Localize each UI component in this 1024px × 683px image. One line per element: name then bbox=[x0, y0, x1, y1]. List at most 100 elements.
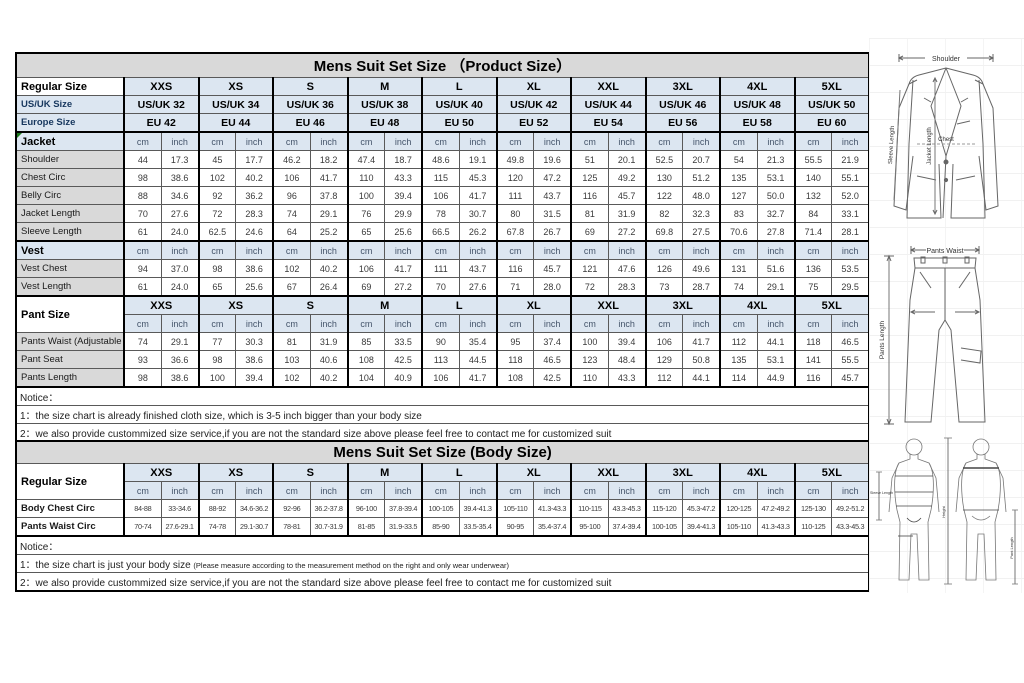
data-cell: 67.8 bbox=[495, 222, 535, 242]
data-cell: 45.3-47.2 bbox=[682, 499, 721, 518]
shoulder-label: Shoulder bbox=[932, 56, 961, 63]
data-cell: 81 bbox=[271, 332, 311, 351]
table-row: Vest cm inch cm inch cm inch cm inch cm inch cm inch… bbox=[15, 240, 870, 260]
data-cell: 53.1 bbox=[756, 350, 796, 369]
data-cell: 28.3 bbox=[607, 277, 647, 297]
data-cell: 88 bbox=[122, 186, 162, 205]
unit-cm-header: cm bbox=[197, 240, 237, 260]
data-cell: 69 bbox=[346, 277, 386, 297]
usuk-value-cell: US/UK 38 bbox=[346, 95, 423, 114]
unit-inch-header: inch bbox=[831, 481, 870, 500]
data-cell: 93 bbox=[122, 350, 162, 369]
data-cell: 123 bbox=[569, 350, 609, 369]
data-cell: 100-105 bbox=[644, 517, 684, 537]
data-cell: 45.7 bbox=[607, 186, 647, 205]
data-cell: 88-92 bbox=[197, 499, 237, 518]
data-cell: 106 bbox=[644, 332, 684, 351]
data-cell: 106 bbox=[420, 368, 460, 388]
notice-line-1-small: (Please measure according to the measure… bbox=[193, 561, 510, 570]
data-cell: 64 bbox=[271, 222, 311, 242]
unit-inch-header: inch bbox=[160, 481, 200, 500]
data-cell: 98 bbox=[122, 368, 162, 388]
product-table-title: Mens Suit Set Size （Product Size） bbox=[15, 52, 870, 78]
data-cell: 40.2 bbox=[235, 168, 274, 187]
data-cell: 114 bbox=[718, 368, 758, 388]
table-row: Regular Size XXS XS S M L XL XXL 3XL 4XL 5XL bbox=[15, 463, 870, 500]
data-cell: 38.6 bbox=[160, 168, 200, 187]
data-cell: 55.5 bbox=[793, 150, 833, 169]
data-cell: 18.2 bbox=[309, 150, 349, 169]
data-cell: 40.6 bbox=[309, 350, 349, 369]
europe-value-cell: EU 60 bbox=[793, 113, 870, 133]
unit-cm-header: cm bbox=[122, 481, 162, 500]
data-cell: 110-125 bbox=[793, 517, 833, 537]
data-cell: 95 bbox=[495, 332, 535, 351]
data-cell: 18.7 bbox=[384, 150, 423, 169]
unit-cm-header: cm bbox=[271, 481, 311, 500]
europe-value-cell: EU 58 bbox=[719, 113, 795, 133]
data-cell: 37.8 bbox=[309, 186, 349, 205]
unit-cm-header: cm bbox=[420, 314, 460, 333]
row-label: Shoulder bbox=[15, 150, 125, 169]
notice-line-1: 1：the size chart is just your body size … bbox=[15, 554, 870, 573]
europe-value-cell: EU 52 bbox=[495, 113, 572, 133]
pants-waist-label: Pants Waist bbox=[926, 248, 963, 255]
unit-cm-header: cm bbox=[197, 314, 237, 333]
data-cell: 19.6 bbox=[533, 150, 572, 169]
unit-cm-header: cm bbox=[793, 314, 833, 333]
data-cell: 24.0 bbox=[160, 222, 200, 242]
data-cell: 41.3-43.3 bbox=[756, 517, 796, 537]
usuk-value-cell: US/UK 42 bbox=[495, 95, 572, 114]
data-cell: 105-110 bbox=[718, 517, 758, 537]
unit-cm-header: cm bbox=[495, 314, 535, 333]
data-cell: 49.6 bbox=[682, 259, 721, 278]
unit-cm-header: cm bbox=[718, 240, 758, 260]
unit-inch-header: inch bbox=[607, 131, 647, 151]
europe-value-cell: EU 54 bbox=[570, 113, 646, 133]
table-row: cm inch cm inch cm inch cm inch cm inch cm inch cm in… bbox=[16, 314, 870, 333]
data-cell: 90-95 bbox=[495, 517, 535, 537]
data-cell: 31.9-33.5 bbox=[384, 517, 423, 537]
table-row: Shoulder 44 17.3 45 17.7 46.2 18.2 47.4 18.7 48.6… bbox=[15, 150, 870, 169]
data-cell: 49.8 bbox=[495, 150, 535, 169]
data-cell: 140 bbox=[793, 168, 833, 187]
data-cell: 70.6 bbox=[718, 222, 758, 242]
data-cell: 118 bbox=[793, 332, 833, 351]
notice-line-2: 2：we also provide custommized size servi… bbox=[15, 572, 870, 592]
unit-inch-header: inch bbox=[756, 314, 796, 333]
data-cell: 81-85 bbox=[346, 517, 386, 537]
data-cell: 28.0 bbox=[533, 277, 572, 297]
data-cell: 104 bbox=[346, 368, 386, 388]
data-cell: 49.2 bbox=[607, 168, 647, 187]
regular-size-label: Regular Size bbox=[15, 463, 125, 500]
pant-size-header-cell: L bbox=[421, 295, 497, 315]
unit-inch-header: inch bbox=[160, 314, 200, 333]
data-cell: 31.9 bbox=[607, 204, 647, 223]
data-cell: 41.3-43.3 bbox=[533, 499, 572, 518]
pants-length-label: Pants Length bbox=[879, 320, 886, 359]
usuk-value-cell: US/UK 46 bbox=[644, 95, 721, 114]
unit-inch-header: inch bbox=[384, 481, 423, 500]
unit-inch-header: inch bbox=[533, 481, 572, 500]
unit-inch-header: inch bbox=[384, 314, 423, 333]
data-cell: 100-105 bbox=[420, 499, 460, 518]
data-cell: 92 bbox=[197, 186, 237, 205]
data-cell: 74 bbox=[122, 332, 162, 351]
data-cell: 37.4-39.4 bbox=[607, 517, 647, 537]
size-header-cell: XL bbox=[495, 77, 572, 96]
data-cell: 102 bbox=[197, 168, 237, 187]
data-cell: 112 bbox=[644, 368, 684, 388]
data-cell: 100 bbox=[197, 368, 237, 388]
row-label: Pant Seat bbox=[15, 350, 125, 369]
data-cell: 54 bbox=[718, 150, 758, 169]
data-cell: 82 bbox=[644, 204, 684, 223]
table-row: Europe Size EU 42 EU 44 EU 46 EU 48 EU 50 EU 5… bbox=[15, 113, 870, 133]
notice-label: Notice： bbox=[15, 386, 870, 406]
body-height-label: Height bbox=[941, 505, 946, 517]
unit-inch-header: inch bbox=[831, 240, 870, 260]
table-row: Pant Seat 93 36.6 98 38.6 103 40.6 108 42.5 113 44… bbox=[15, 350, 870, 369]
data-cell: 66.5 bbox=[420, 222, 460, 242]
table-row: Chest Circ 98 38.6 102 40.2 106 41.7 110 43.3 115… bbox=[15, 168, 870, 187]
data-cell: 108 bbox=[346, 350, 386, 369]
